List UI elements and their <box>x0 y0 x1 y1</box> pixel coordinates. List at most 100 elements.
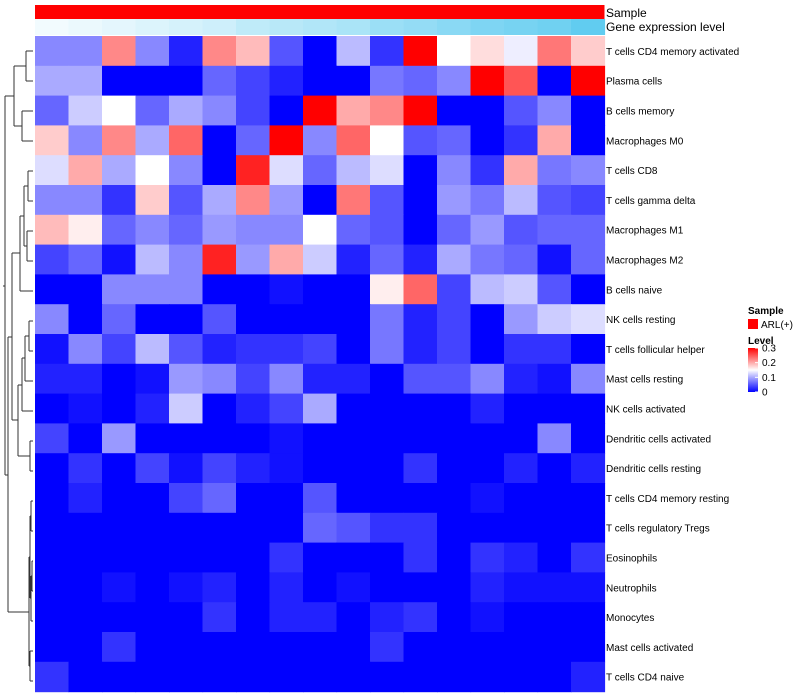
heatmap-cell <box>336 274 371 305</box>
heatmap-cell <box>135 542 170 573</box>
row-label: Monocytes <box>606 613 654 624</box>
annotation-gene-level-cell <box>135 19 170 35</box>
heatmap-cell <box>236 423 271 454</box>
heatmap-cell <box>236 602 271 633</box>
heatmap-cell <box>303 244 338 275</box>
heatmap-cell <box>470 572 505 603</box>
heatmap-cell <box>470 214 505 246</box>
heatmap-cell <box>370 483 405 514</box>
heatmap-cell <box>102 393 137 424</box>
heatmap-cell <box>135 661 170 693</box>
heatmap-cell <box>102 483 137 514</box>
heatmap-cell <box>102 512 137 544</box>
column-annotations: Sample Gene expression level <box>606 6 725 34</box>
heatmap-cell <box>470 155 505 186</box>
heatmap-cell <box>35 274 70 305</box>
row-label: Plasma cells <box>606 77 662 88</box>
heatmap-cell <box>571 125 606 156</box>
heatmap-cell <box>35 95 70 126</box>
heatmap-cell <box>35 423 70 454</box>
heatmap-cell <box>537 304 572 335</box>
heatmap-cell <box>68 334 103 365</box>
heatmap-cell <box>504 661 539 693</box>
heatmap-cell <box>370 632 405 663</box>
heatmap-cell <box>571 274 606 305</box>
heatmap-cell <box>269 36 304 67</box>
annotation-gene-level-cell <box>68 19 103 35</box>
heatmap-cell <box>437 155 472 186</box>
heatmap-cell <box>269 125 304 156</box>
heatmap-cell <box>336 572 371 603</box>
row-label: Macrophages M1 <box>606 226 684 237</box>
legend-sample-entry: ARL(+) <box>761 320 793 331</box>
heatmap-cell <box>68 244 103 275</box>
heatmap-cell <box>504 274 539 305</box>
heatmap-cell <box>135 95 170 126</box>
heatmap-cell <box>437 274 472 305</box>
heatmap-cell <box>303 661 338 693</box>
heatmap-cell <box>470 423 505 454</box>
heatmap-cell <box>403 214 438 246</box>
heatmap-cell <box>303 65 338 97</box>
heatmap-cell <box>169 632 204 663</box>
heatmap-cell <box>68 274 103 305</box>
heatmap-cell <box>470 512 505 544</box>
heatmap-cell <box>437 214 472 246</box>
heatmap-cell <box>470 185 505 216</box>
heatmap-cell <box>303 125 338 156</box>
heatmap-cell <box>571 304 606 335</box>
heatmap-cell <box>303 483 338 514</box>
heatmap-cell <box>571 423 606 454</box>
row-label: T cells follicular helper <box>606 345 705 356</box>
heatmap-cell <box>504 65 539 97</box>
row-label: T cells CD8 <box>606 166 658 177</box>
heatmap-cell <box>68 95 103 126</box>
heatmap-cell <box>68 542 103 573</box>
heatmap-cell <box>470 453 505 484</box>
heatmap-cell <box>68 453 103 484</box>
heatmap-cell <box>403 185 438 216</box>
heatmap-cell <box>169 453 204 484</box>
heatmap-cell <box>303 274 338 305</box>
heatmap-cell <box>336 602 371 633</box>
heatmap-cell <box>169 36 204 67</box>
heatmap-cell <box>169 363 204 395</box>
heatmap-cell <box>370 423 405 454</box>
heatmap-cell <box>437 423 472 454</box>
heatmap-cell <box>403 65 438 97</box>
heatmap-cell <box>303 602 338 633</box>
heatmap-cell <box>202 661 237 693</box>
heatmap-cell <box>571 334 606 365</box>
heatmap-cell <box>504 602 539 633</box>
heatmap-cell <box>537 661 572 693</box>
heatmap-cell <box>370 334 405 365</box>
annotation-label-gene-expression: Gene expression level <box>606 20 725 34</box>
heatmap-cell <box>370 512 405 544</box>
heatmap-cell <box>370 602 405 633</box>
heatmap-cell <box>202 602 237 633</box>
annotation-gene-level-cell <box>571 19 606 35</box>
heatmap-cell <box>202 393 237 424</box>
heatmap-cell <box>571 214 606 246</box>
heatmap-cell <box>370 304 405 335</box>
heatmap-cell <box>102 185 137 216</box>
row-label: B cells memory <box>606 107 674 118</box>
row-label: Eosinophils <box>606 554 657 565</box>
heatmap-cell <box>571 453 606 484</box>
heatmap-cell <box>102 304 137 335</box>
heatmap-cell <box>403 125 438 156</box>
heatmap-cell <box>504 393 539 424</box>
heatmap-cell <box>169 304 204 335</box>
heatmap-cell <box>303 36 338 67</box>
row-label: T cells CD4 memory resting <box>606 494 729 505</box>
heatmap-cell <box>135 244 170 275</box>
heatmap-cell <box>336 185 371 216</box>
heatmap-cell <box>102 542 137 573</box>
legend-level-colorbar <box>748 348 758 392</box>
heatmap-cell <box>437 36 472 67</box>
legend-tick-label: 0.3 <box>762 344 776 355</box>
heatmap-cell <box>370 36 405 67</box>
heatmap-cell <box>403 274 438 305</box>
heatmap-cell <box>236 512 271 544</box>
heatmap-cell <box>504 304 539 335</box>
